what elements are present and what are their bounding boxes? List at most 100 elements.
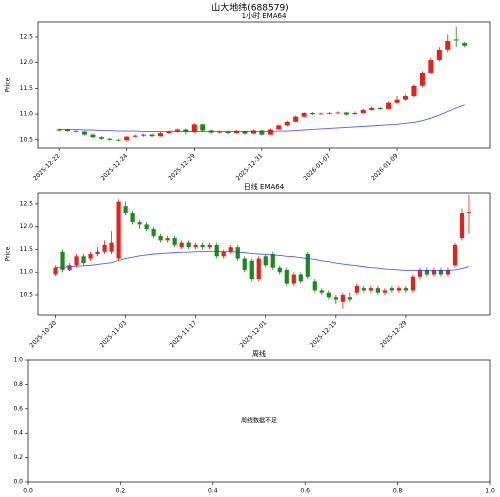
candle-body <box>228 247 233 252</box>
candle-body <box>149 134 155 137</box>
candle-body <box>319 290 324 293</box>
candle-body <box>214 244 219 257</box>
candle-body <box>107 138 113 140</box>
x-tick-label: 0.6 <box>300 488 310 495</box>
y-tick-label: 0.0 <box>13 479 23 486</box>
candle-body <box>151 228 156 236</box>
candle-body <box>396 288 402 291</box>
ema-line <box>59 104 465 132</box>
y-tick-label: 11.5 <box>20 85 34 92</box>
axes-title: 日线 EMA64 <box>244 182 285 191</box>
candle-body <box>186 242 191 248</box>
candle-body <box>141 134 147 136</box>
candle-body <box>298 274 303 282</box>
candle-body <box>377 107 383 109</box>
candle-body <box>102 244 107 252</box>
candle-body <box>424 269 430 275</box>
y-tick-label: 10.5 <box>20 291 34 298</box>
candle-body <box>305 254 310 277</box>
candle-body <box>369 107 375 110</box>
candle-body <box>137 222 142 225</box>
y-axis-label: Price <box>5 77 12 92</box>
y-tick-label: 12.5 <box>20 33 34 40</box>
candle-body <box>109 242 114 252</box>
y-tick-label: 11.0 <box>20 111 34 118</box>
candle-body <box>428 60 434 73</box>
axes-frame <box>37 192 491 316</box>
candle-body <box>445 41 451 50</box>
candle-body <box>166 131 172 134</box>
x-tick-label: 0.2 <box>116 488 126 495</box>
candle-body <box>249 260 254 280</box>
candle-body <box>193 244 198 248</box>
x-tick-label: 2026-01-09 <box>370 152 400 182</box>
y-tick-label: 0.8 <box>13 381 23 388</box>
candle-body <box>382 290 387 293</box>
candle-body <box>459 213 465 239</box>
candle-body <box>453 39 459 41</box>
candle-body <box>352 113 358 115</box>
y-tick-label: 11.5 <box>20 246 34 253</box>
candle-body <box>343 112 349 115</box>
candle-body <box>394 99 400 103</box>
y-tick-label: 12.0 <box>20 223 34 230</box>
candle-body <box>402 96 409 100</box>
candle-body <box>256 258 261 280</box>
y-tick-label: 0.4 <box>13 430 23 437</box>
annotation: 周线数据不足 <box>241 417 277 425</box>
candle-body <box>293 116 299 122</box>
y-tick-label: 12.0 <box>20 59 34 66</box>
candle-body <box>67 265 72 270</box>
x-tick-label: 2025-12-31 <box>235 152 265 182</box>
x-tick-label: 2026-01-07 <box>302 152 332 182</box>
candle-body <box>326 292 331 298</box>
candle-body <box>462 43 468 46</box>
x-tick-label: 2025-12-29 <box>379 319 409 349</box>
x-tick-label: 1.0 <box>485 488 495 495</box>
x-tick-label: 2025-12-24 <box>100 152 130 182</box>
candle-body <box>284 121 290 126</box>
candle-body <box>250 130 256 134</box>
candle-body <box>277 267 282 273</box>
x-tick-label: 2025-12-22 <box>32 152 62 182</box>
candle-body <box>436 49 442 61</box>
candle-body <box>368 288 373 291</box>
candle-body <box>242 131 248 134</box>
candle-body <box>157 133 164 137</box>
candle-body <box>410 276 416 291</box>
candle-body <box>438 269 444 275</box>
candle-body <box>291 274 296 284</box>
candle-body <box>417 269 423 277</box>
candle-body <box>375 288 380 293</box>
candle-body <box>191 124 197 133</box>
ema-line <box>55 250 470 271</box>
candle-body <box>466 212 472 214</box>
x-tick-label: 2025-12-29 <box>167 152 197 182</box>
candle-body <box>74 256 79 266</box>
candle-body <box>217 131 223 133</box>
candle-body <box>360 109 366 114</box>
candle-body <box>88 254 93 259</box>
candle-body <box>124 136 130 141</box>
candle-body <box>235 247 240 259</box>
candle-body <box>144 224 149 229</box>
candle-body <box>132 135 138 137</box>
y-axis-label: Price <box>5 246 12 261</box>
candle-body <box>326 113 333 114</box>
x-tick-label: 0.8 <box>393 488 403 495</box>
x-tick-label: 2025-11-17 <box>169 319 199 349</box>
y-tick-label: 1.0 <box>13 357 23 364</box>
candle-body <box>179 242 184 248</box>
candle-body <box>56 129 62 131</box>
y-tick-label: 11.0 <box>20 269 34 276</box>
candle-body <box>225 131 231 134</box>
candle-body <box>115 139 121 141</box>
axes-frame <box>37 21 491 149</box>
candle-body <box>354 285 359 293</box>
candle-body <box>445 269 451 275</box>
candle-body <box>347 297 352 300</box>
candle-body <box>130 213 135 223</box>
x-tick-label: 0.4 <box>208 488 218 495</box>
candle-body <box>318 113 324 115</box>
candle-body <box>270 254 275 268</box>
